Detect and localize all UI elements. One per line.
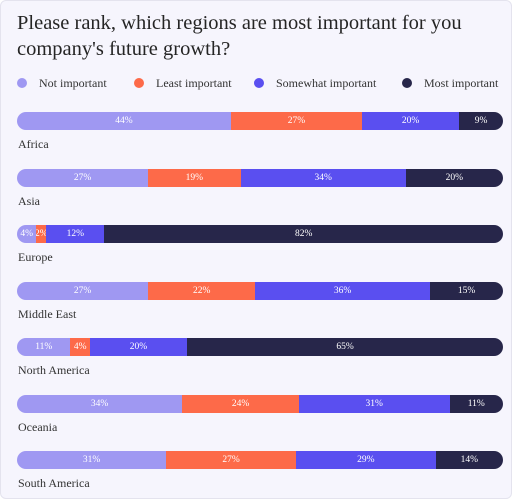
- data-label: 65%: [336, 342, 354, 352]
- data-label: 29%: [357, 455, 375, 465]
- bar-segment-oceania-not-important: 34%: [17, 394, 183, 413]
- category-label-middle-east: Middle East: [18, 306, 77, 321]
- category-label-asia: Asia: [18, 193, 40, 208]
- bar-segment-asia-not-important: 27%: [17, 168, 149, 187]
- data-label: 20%: [401, 116, 420, 126]
- bar-segment-africa-somewhat-important: 20%: [362, 112, 460, 130]
- category-label-europe: Europe: [18, 250, 53, 264]
- stacked-bar-oceania: 34% 24% 31% 11%: [17, 394, 503, 413]
- bar-segment-asia-somewhat-important: 34%: [240, 168, 406, 187]
- bar-segment-europe-least-important: 2%: [36, 225, 47, 243]
- stacked-bar-south-america: 31% 27% 29% 14%: [17, 451, 503, 469]
- data-label: 20%: [445, 172, 464, 183]
- data-label: 44%: [115, 116, 133, 126]
- legend-label-not-important: Not important: [39, 75, 107, 90]
- category-label-south-america: South America: [18, 476, 90, 490]
- bar-segment-asia-least-important: 19%: [148, 168, 241, 187]
- bar-segment-oceania-somewhat-important: 31%: [298, 394, 450, 413]
- chart-title: Please rank, which regions are most impo…: [17, 12, 462, 60]
- bar-segment-africa-least-important: 27%: [230, 112, 363, 130]
- data-label: 27%: [287, 116, 306, 126]
- legend-item-most-important: Most important: [402, 73, 498, 93]
- category-label-africa: Africa: [18, 137, 49, 151]
- data-label: 24%: [231, 398, 250, 409]
- bar-segment-north-america-least-important: 4%: [70, 338, 90, 356]
- bar-segment-south-america-most-important: 14%: [435, 451, 503, 469]
- data-label: 31%: [82, 455, 101, 465]
- stacked-bar-middle-east: 27% 22% 36% 15%: [17, 281, 503, 300]
- legend-item-somewhat-important: Somewhat important: [254, 73, 376, 93]
- legend-label-least-important: Least important: [156, 75, 232, 90]
- bar-segment-middle-east-somewhat-important: 36%: [255, 281, 431, 300]
- data-label: 9%: [474, 116, 488, 126]
- bar-segment-middle-east-not-important: 27%: [17, 281, 149, 300]
- data-label: 19%: [185, 172, 204, 183]
- legend-label-most-important: Most important: [424, 75, 499, 90]
- data-label: 4%: [73, 342, 87, 352]
- bar-segment-south-america-least-important: 27%: [166, 451, 297, 469]
- bar-segment-north-america-somewhat-important: 20%: [89, 338, 188, 356]
- bar-segment-oceania-most-important: 11%: [449, 394, 503, 413]
- bar-segment-south-america-not-important: 31%: [17, 451, 167, 469]
- legend-item-least-important: Least important: [134, 73, 232, 93]
- bar-segment-asia-most-important: 20%: [405, 168, 503, 187]
- bar-segment-north-america-not-important: 11%: [17, 338, 71, 356]
- bar-segment-south-america-somewhat-important: 29%: [296, 451, 436, 469]
- bar-segment-middle-east-least-important: 22%: [148, 281, 256, 300]
- data-label: 20%: [129, 342, 148, 352]
- data-label: 11%: [35, 342, 53, 352]
- stacked-bar-north-america: 11% 4% 20% 65%: [17, 338, 503, 356]
- stacked-bar-europe: 4%2% 12% 82%: [17, 225, 503, 243]
- bar-segment-europe-most-important: 82%: [104, 225, 503, 243]
- data-label: 27%: [73, 285, 92, 296]
- stacked-bar-asia: 27% 19% 34% 20%: [17, 168, 503, 187]
- legend-dot-most-important: [402, 78, 412, 88]
- category-label-north-america: North America: [18, 363, 90, 377]
- category-label-oceania: Oceania: [18, 419, 58, 434]
- data-label: 22%: [192, 285, 211, 296]
- data-label: 34%: [314, 172, 332, 183]
- bar-segment-africa-most-important: 9%: [459, 112, 503, 130]
- data-label: 12%: [66, 229, 85, 239]
- legend-dot-somewhat-important: [254, 78, 264, 88]
- bar-segment-middle-east-most-important: 15%: [430, 281, 503, 300]
- stacked-bar-africa: 44% 27% 20% 9%: [17, 112, 503, 130]
- data-label: 11%: [467, 398, 485, 409]
- legend-item-not-important: Not important: [17, 73, 107, 93]
- data-label: 14%: [460, 455, 478, 465]
- data-label: 34%: [90, 398, 109, 409]
- legend-dot-not-important: [17, 78, 27, 88]
- legend: Not important Least important Somewhat i…: [17, 73, 507, 93]
- data-label: 27%: [222, 455, 240, 465]
- data-label: 31%: [365, 398, 383, 409]
- data-label: 27%: [73, 172, 92, 183]
- legend-label-somewhat-important: Somewhat important: [276, 75, 377, 90]
- bar-segment-europe-not-important: 4%: [17, 225, 37, 243]
- data-label: 82%: [295, 229, 313, 239]
- data-label: 36%: [333, 285, 352, 296]
- bar-segment-africa-not-important: 44%: [17, 112, 231, 130]
- data-label: 15%: [457, 285, 476, 296]
- data-label: 2%: [36, 229, 46, 239]
- bar-segment-north-america-most-important: 65%: [187, 338, 503, 356]
- legend-dot-least-important: [134, 78, 144, 88]
- bar-segment-europe-somewhat-important: 12%: [46, 225, 105, 243]
- data-label: 4%: [20, 229, 34, 239]
- bar-segment-oceania-least-important: 24%: [182, 394, 299, 413]
